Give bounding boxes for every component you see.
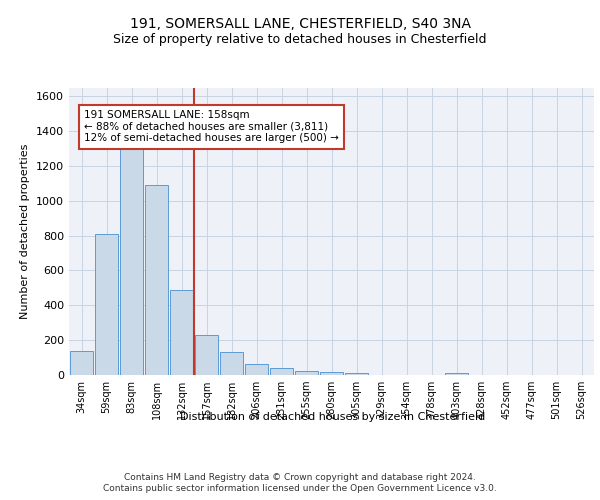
Text: 191 SOMERSALL LANE: 158sqm
← 88% of detached houses are smaller (3,811)
12% of s: 191 SOMERSALL LANE: 158sqm ← 88% of deta… xyxy=(84,110,339,144)
Text: Contains public sector information licensed under the Open Government Licence v3: Contains public sector information licen… xyxy=(103,484,497,493)
Y-axis label: Number of detached properties: Number of detached properties xyxy=(20,144,31,319)
Bar xyxy=(220,352,244,375)
Bar xyxy=(70,350,94,375)
Bar xyxy=(119,148,143,375)
Bar xyxy=(295,370,319,375)
Bar xyxy=(95,234,118,375)
Bar xyxy=(245,364,268,375)
Bar xyxy=(344,372,368,375)
Text: Distribution of detached houses by size in Chesterfield: Distribution of detached houses by size … xyxy=(181,412,485,422)
Bar xyxy=(445,372,469,375)
Text: Size of property relative to detached houses in Chesterfield: Size of property relative to detached ho… xyxy=(113,32,487,46)
Bar xyxy=(145,185,169,375)
Text: Contains HM Land Registry data © Crown copyright and database right 2024.: Contains HM Land Registry data © Crown c… xyxy=(124,472,476,482)
Bar xyxy=(269,368,293,375)
Text: 191, SOMERSALL LANE, CHESTERFIELD, S40 3NA: 191, SOMERSALL LANE, CHESTERFIELD, S40 3… xyxy=(130,18,470,32)
Bar xyxy=(320,372,343,375)
Bar xyxy=(194,335,218,375)
Bar xyxy=(170,290,193,375)
